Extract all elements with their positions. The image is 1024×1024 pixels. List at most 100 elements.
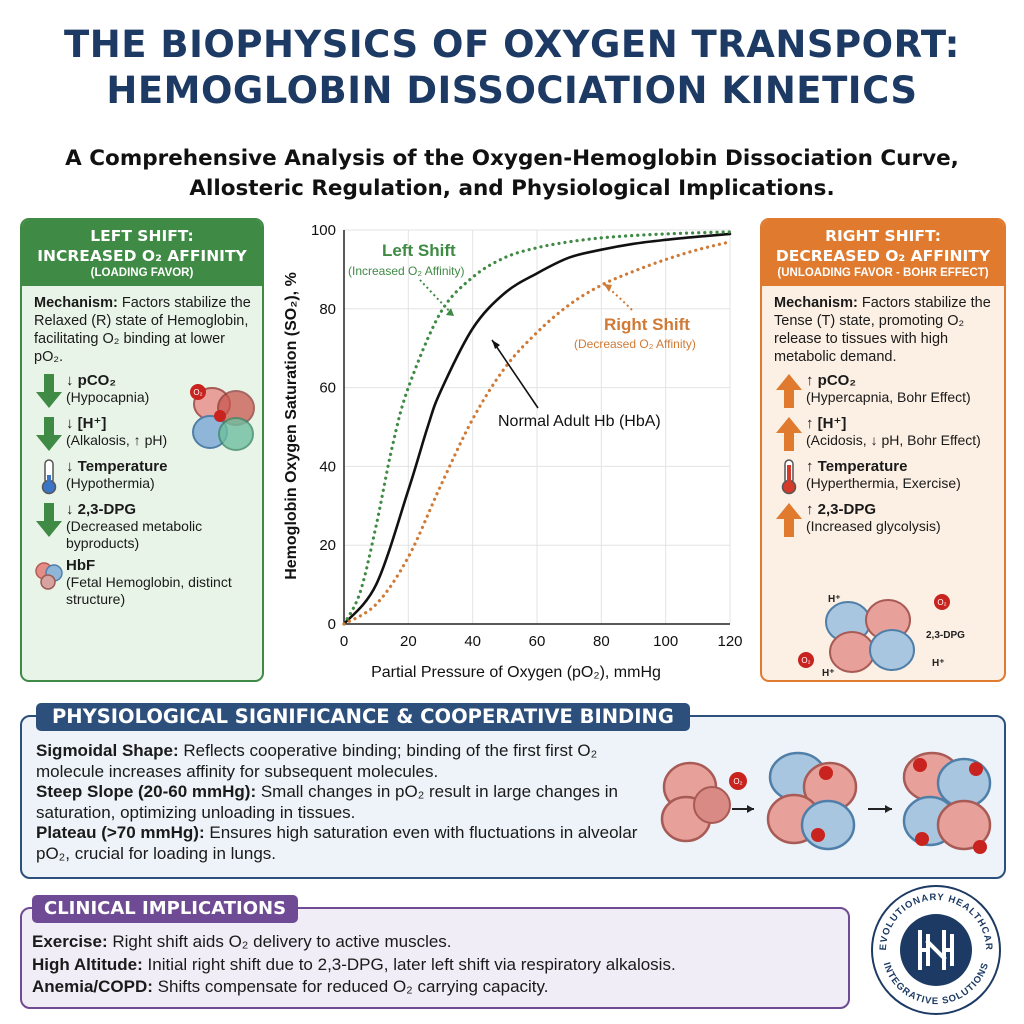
significance-item: Sigmoidal Shape: Reflects cooperative bi… [36, 741, 656, 782]
right-shift-annotation: Right Shift [604, 315, 690, 334]
clinical-heading: CLINICAL IMPLICATIONS [32, 895, 299, 923]
x-tick-label: 120 [717, 633, 742, 650]
left-factor-temperature: ↓ Temperature (Hypothermia) [22, 456, 262, 499]
right-factor-temperature: ↑ Temperature (Hyperthermia, Exercise) [762, 456, 1004, 499]
left-factor-desc: (Fetal Hemoglobin, distinct structure) [66, 574, 232, 607]
cooperative-binding-illustration: O₂ [660, 751, 992, 854]
x-tick-label: 60 [529, 633, 546, 650]
clinical-item-text: Initial right shift due to 2,3-DPG, late… [142, 954, 676, 974]
hemoglobin-oxy [902, 751, 992, 854]
chart-axes [343, 230, 730, 625]
x-tick-label: 80 [593, 633, 610, 650]
right-mechanism: Mechanism: Factors stabilize the Tense (… [762, 286, 1004, 370]
h-ion-label: H⁺ [822, 668, 835, 678]
o2-label: O₂ [193, 388, 202, 397]
thermometer-hot-icon [772, 458, 806, 496]
left-shift-pointer-head [446, 308, 454, 316]
left-factor-desc: (Hypocapnia) [66, 389, 150, 405]
left-shift-heading-2: INCREASED O₂ AFFINITY [37, 247, 247, 265]
x-tick-label: 40 [464, 633, 481, 650]
logo-mark-icon [918, 930, 954, 970]
right-mechanism-text: Factors stabilize the Tense (T) state, p… [774, 295, 991, 365]
left-factor-pco2: ↓ pCO₂ (Hypocapnia) [22, 370, 262, 413]
clinical-item-label: Exercise: [32, 932, 108, 951]
arrow-right-icon [747, 805, 754, 813]
hemoglobin-partial [766, 751, 858, 851]
clinical-item: Exercise: Right shift aids O₂ delivery t… [32, 931, 842, 954]
tense-hemoglobin-illustration: O₂ O₂ H⁺ H⁺ H⁺ 2,3-DPG [798, 594, 965, 678]
arrow-right-icon [885, 805, 892, 813]
clinical-item: Anemia/COPD: Shifts compensate for reduc… [32, 976, 842, 999]
left-factor-name: HbF [66, 557, 96, 574]
subtitle-line-1: A Comprehensive Analysis of the Oxygen-H… [65, 146, 959, 171]
y-tick-label: 80 [319, 301, 336, 318]
right-factor-desc: (Hypercapnia, Bohr Effect) [806, 389, 971, 405]
clinical-item: High Altitude: Initial right shift due t… [32, 954, 842, 977]
thermometer-cold-icon [32, 458, 66, 496]
significance-item-label: Steep Slope (20-60 mmHg): [36, 782, 257, 801]
x-tick-label: 0 [340, 633, 348, 650]
significance-item: Plateau (>70 mmHg): Ensures high saturat… [36, 823, 656, 864]
right-factor-h: ↑ [H⁺] (Acidosis, ↓ pH, Bohr Effect) [762, 413, 1004, 456]
arrow-down-icon [32, 501, 66, 539]
right-shift-header: RIGHT SHIFT: DECREASED O₂ AFFINITY (UNLO… [762, 220, 1004, 286]
clinical-item-text: Shifts compensate for reduced O₂ carryin… [152, 977, 549, 996]
left-shift-annotation: Left Shift [382, 241, 456, 260]
h-ion-label: H⁺ [828, 594, 841, 605]
left-factor-desc: (Decreased metabolic byproducts) [66, 518, 203, 551]
clinical-item-label: High Altitude: [32, 954, 143, 974]
left-factor-desc: (Alkalosis, ↑ pH) [66, 432, 168, 448]
right-shift-pointer-head [604, 284, 612, 292]
left-factor-name: ↓ 2,3-DPG [66, 501, 137, 518]
left-shift-curve [342, 230, 732, 626]
o2-molecule [729, 772, 747, 790]
right-factor-desc: (Acidosis, ↓ pH, Bohr Effect) [806, 432, 981, 448]
left-shift-heading-3: (LOADING FAVOR) [90, 267, 194, 279]
chart-ticks: 0 20 40 60 80 100 120 0 20 40 60 80 100 [311, 222, 743, 650]
left-factor-name: ↓ [H⁺] [66, 415, 107, 432]
right-factor-dpg: ↑ 2,3-DPG (Increased glycolysis) [762, 499, 1004, 542]
y-tick-label: 100 [311, 222, 336, 239]
h-ion-label: H⁺ [932, 658, 945, 669]
left-mechanism: Mechanism: Factors stabilize the Relaxed… [22, 286, 262, 370]
right-factor-pco2: ↑ pCO₂ (Hypercapnia, Bohr Effect) [762, 370, 1004, 413]
normal-hb-pointer-head [492, 340, 500, 349]
right-shift-annotation-sub: (Decreased O₂ Affinity) [574, 337, 696, 351]
right-factor-desc: (Hyperthermia, Exercise) [806, 475, 961, 491]
left-shift-pointer [419, 279, 455, 317]
chart-series [342, 230, 732, 626]
y-tick-label: 60 [319, 380, 336, 397]
o2-label: O₂ [937, 598, 946, 607]
significance-item-text: Ensures high saturation even with fluctu… [36, 823, 638, 863]
x-axis-label: Partial Pressure of Oxygen (pO₂), mmHg [371, 664, 661, 681]
arrow-up-icon [772, 501, 806, 539]
left-factor-hbf: HbF (Fetal Hemoglobin, distinct structur… [22, 555, 262, 611]
clinical-item-text: Right shift aids O₂ delivery to active m… [107, 932, 452, 951]
significance-item-label: Sigmoidal Shape: [36, 741, 179, 760]
right-shift-panel: RIGHT SHIFT: DECREASED O₂ AFFINITY (UNLO… [760, 218, 1006, 682]
significance-text: Sigmoidal Shape: Reflects cooperative bi… [36, 741, 656, 864]
arrow-up-icon [772, 372, 806, 410]
normal-hba-curve [342, 232, 732, 626]
right-factor-name: ↑ [H⁺] [806, 415, 847, 432]
significance-item-text: Small changes in pO₂ result in large cha… [36, 782, 619, 822]
title-line-1: THE BIOPHYSICS OF OXYGEN TRANSPORT: [64, 23, 960, 66]
left-factor-name: ↓ Temperature [66, 458, 168, 475]
o2-label: O₂ [733, 777, 742, 786]
chart-annotations: Left Shift (Increased O₂ Affinity) Right… [348, 241, 696, 430]
relaxed-hemoglobin-illustration: O₂ [190, 384, 255, 451]
dpg-label: 2,3-DPG [926, 630, 965, 641]
brand-logo: REVOLUTIONARY HEALTHCARE INTEGRATIVE SOL… [868, 882, 1001, 1015]
left-shift-annotation-sub: (Increased O₂ Affinity) [348, 264, 464, 278]
physiological-significance-section: PHYSIOLOGICAL SIGNIFICANCE & COOPERATIVE… [20, 703, 1006, 879]
clinical-implications-section: CLINICAL IMPLICATIONS Exercise: Right sh… [20, 895, 850, 1009]
clinical-item-label: Anemia/COPD: [32, 977, 153, 996]
right-shift-heading: RIGHT SHIFT: [825, 227, 941, 245]
left-shift-header: LEFT SHIFT: INCREASED O₂ AFFINITY (LOADI… [22, 220, 262, 286]
dissociation-curve-chart: 0 20 40 60 80 100 120 0 20 40 60 80 100 Left Shift (… [283, 222, 743, 681]
left-factor-desc: (Hypothermia) [66, 475, 155, 491]
right-factor-name: ↑ pCO₂ [806, 372, 856, 389]
right-shift-heading-3: (UNLOADING FAVOR - BOHR EFFECT) [777, 267, 989, 279]
right-shift-curve [342, 240, 732, 626]
clinical-text: Exercise: Right shift aids O₂ delivery t… [32, 931, 842, 999]
